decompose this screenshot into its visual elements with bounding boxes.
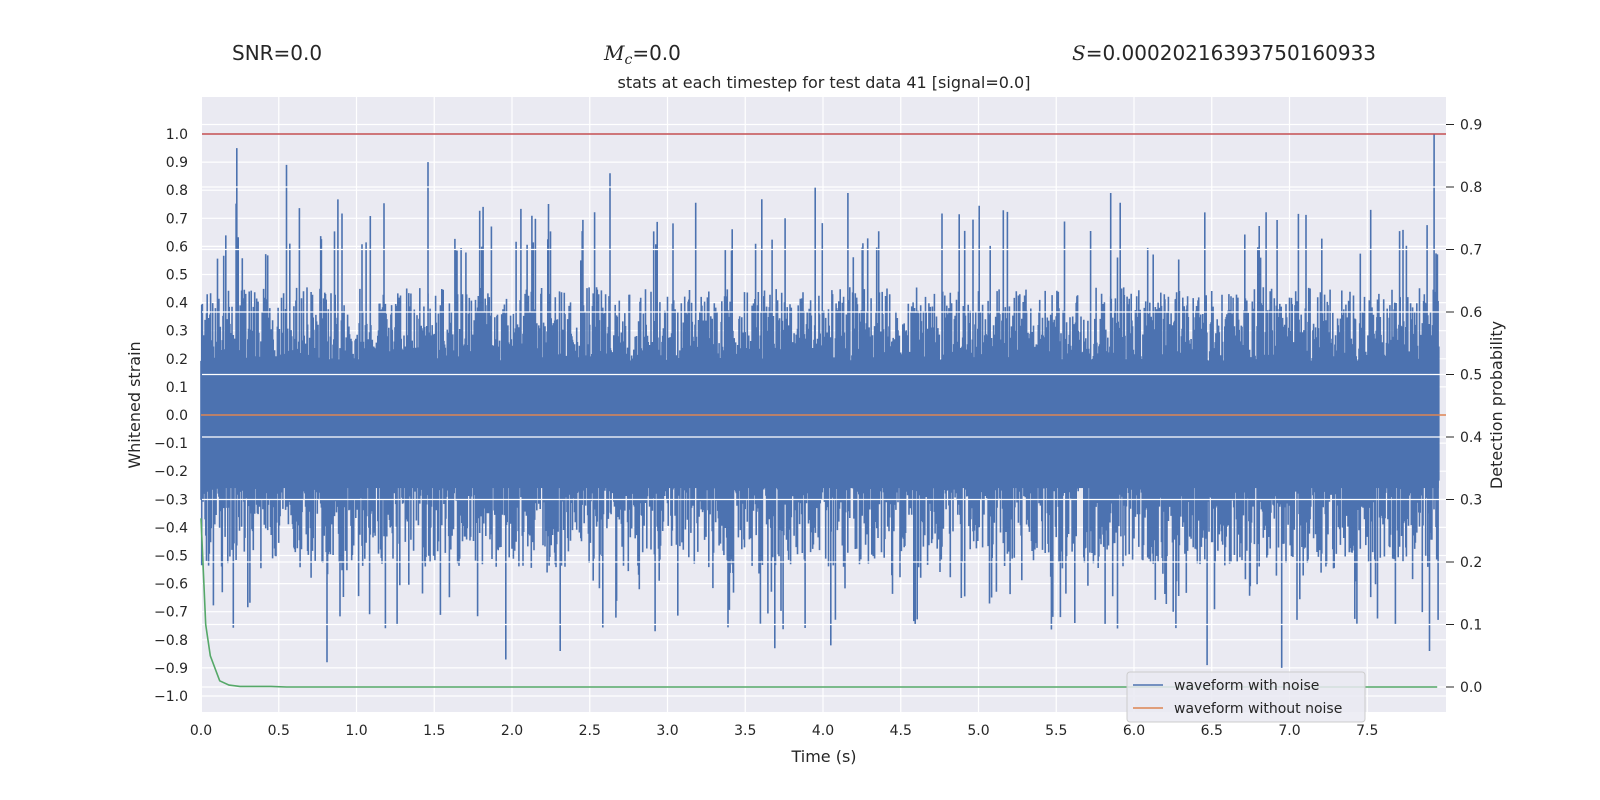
y2-tick-label: 0.2 [1460,555,1482,571]
statistic-symbol: S [1072,41,1086,65]
y-tick-label: −0.7 [154,605,188,621]
chart-title: stats at each timestep for test data 41 … [618,73,1031,92]
y2-tick-label: 0.5 [1460,368,1482,384]
x-tick-label: 3.0 [656,723,678,739]
detection-probability-line [200,518,1438,688]
chirp-mass-symbol: M [604,41,625,65]
x-tick-label: 0.0 [190,723,212,739]
y-tick-label: 0.7 [166,211,188,227]
y2-tick-label: 0.9 [1460,118,1482,134]
y-axis-label: Whitened strain [125,341,144,468]
y-tick-label: −0.3 [154,492,188,508]
y2-tick-label: 0.7 [1460,243,1482,259]
series-waveform-with-noise [200,134,1440,668]
series-overlays [200,133,1446,688]
y-tick-label: 0.6 [166,239,188,255]
y-tick-label: 0.1 [166,380,188,396]
chirp-mass-subscript: c [624,52,633,68]
y-tick-label: −0.9 [154,661,188,677]
y-tick-label: 1.0 [166,127,188,143]
y-tick-label: −0.1 [154,436,188,452]
y2-tick-label: 0.8 [1460,180,1482,196]
y-tick-label: 0.5 [166,268,188,284]
legend-entry-waveform-without-noise: waveform without noise [1174,701,1342,717]
y-tick-label: −0.2 [154,464,188,480]
y-tick-label: −0.6 [154,577,188,593]
chirp-mass-value: =0.0 [632,41,681,65]
x-tick-label: 1.0 [345,723,367,739]
x-tick-label: 7.0 [1278,723,1300,739]
y-tick-label: −0.8 [154,633,188,649]
x-tick-label: 2.0 [501,723,523,739]
statistic-value: =0.00020216393750160933 [1085,41,1377,65]
x-tick-label: 5.0 [967,723,989,739]
x-tick-label: 3.5 [734,723,756,739]
legend-entry-waveform-with-noise: waveform with noise [1174,678,1319,694]
x-axis-ticks: 0.0 0.5 1.0 1.5 2.0 2.5 3.0 3.5 4.0 4.5 5.0 5.5 6.0 6… [190,723,1379,739]
y-tick-label: −0.4 [154,520,188,536]
y-tick-label: 0.0 [166,408,188,424]
x-tick-label: 6.0 [1123,723,1145,739]
y2-tick-label: 0.6 [1460,305,1482,321]
snr-label: SNR=0.0 [232,41,323,65]
y2-axis-ticks: 0.9 0.8 0.7 0.6 0.5 0.4 0.3 0.2 0.1 0.0 [1446,118,1482,696]
y2-tick-label: 0.0 [1460,680,1482,696]
statistic-label: S=0.00020216393750160933 [1072,41,1376,65]
y-tick-label: 0.2 [166,352,188,368]
y2-tick-label: 0.3 [1460,493,1482,509]
legend: waveform with noise waveform without noi… [1126,671,1366,723]
x-tick-label: 6.5 [1201,723,1223,739]
x-tick-label: 7.5 [1356,723,1378,739]
x-tick-label: 4.0 [812,723,834,739]
y2-axis-label: Detection probability [1487,321,1506,489]
x-tick-label: 5.5 [1045,723,1067,739]
y-tick-label: −1.0 [154,689,188,705]
y-tick-label: 0.3 [166,324,188,340]
y-tick-label: −0.5 [154,549,188,565]
y-axis-ticks: 1.0 0.9 0.8 0.7 0.6 0.5 0.4 0.3 0.2 0.1 0.0 −0.1 −0.… [154,127,188,705]
x-tick-label: 1.5 [423,723,445,739]
y-tick-label: 0.4 [166,296,188,312]
waveform-with-noise-core [201,364,1439,489]
x-tick-label: 4.5 [890,723,912,739]
x-tick-label: 0.5 [268,723,290,739]
legend-box [1126,671,1366,723]
x-axis-label: Time (s) [790,747,856,766]
x-tick-label: 2.5 [579,723,601,739]
chirp-mass-label: Mc=0.0 [604,41,681,68]
y2-tick-label: 0.1 [1460,618,1482,634]
y-tick-label: 0.8 [166,183,188,199]
y-tick-label: 0.9 [166,155,188,171]
y2-tick-label: 0.4 [1460,430,1482,446]
